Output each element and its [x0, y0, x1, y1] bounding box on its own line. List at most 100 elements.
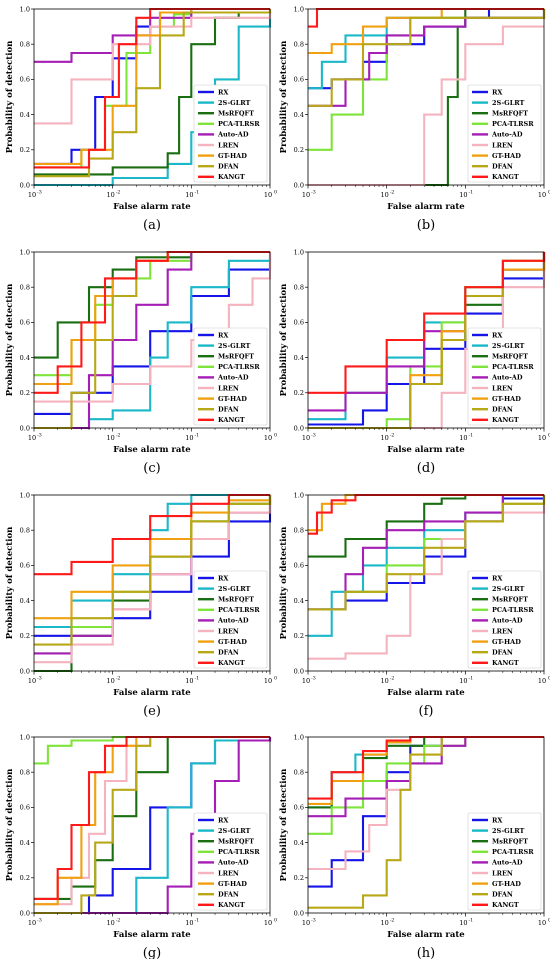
panel-caption: (b) [417, 218, 435, 233]
legend-label-lren: LREN [492, 141, 513, 149]
x-tick-exponent: -3 [37, 433, 42, 439]
x-tick-label: 10 [28, 191, 36, 199]
y-axis-label: Probability of detection [279, 284, 289, 397]
legend-label-rx: RX [492, 574, 503, 582]
x-tick-exponent: -3 [311, 433, 316, 439]
legend-label-kangt: KANGT [492, 901, 519, 909]
series-line-kangt [308, 735, 544, 800]
x-tick-exponent: -3 [37, 676, 42, 682]
series-line-dfan [308, 9, 546, 107]
x-tick-label: 10 [264, 434, 272, 442]
legend-label-auto-ad: Auto-AD [217, 617, 249, 625]
legend-box [193, 84, 268, 183]
legend-box [467, 327, 542, 426]
series-line-2s-glrt [34, 12, 272, 187]
legend-label-pca-tlrsr: PCA-TLRSR [218, 120, 260, 128]
x-axis-label: False alarm rate [387, 202, 465, 212]
axes-frame [307, 494, 545, 672]
x-tick-label: 10 [381, 191, 389, 199]
y-tick-label: 0.0 [294, 667, 304, 675]
series-line-dfan [308, 735, 544, 909]
x-tick-exponent: -1 [194, 918, 199, 924]
x-tick-label: 10 [381, 434, 389, 442]
x-tick-exponent: -2 [390, 918, 395, 924]
x-tick-label: 10 [185, 191, 193, 199]
series-line-msrfqft [308, 493, 544, 558]
series-line-dfan [308, 495, 546, 611]
legend-label-gt-had: GT-HAD [492, 152, 521, 160]
y-axis-label: Probability of detection [5, 284, 15, 397]
x-tick-label: 10 [538, 434, 546, 442]
legend-label-dfan: DFAN [218, 163, 239, 171]
panel-caption: (c) [143, 461, 160, 476]
legend-label-auto-ad: Auto-AD [491, 859, 523, 867]
y-tick-label: 0.0 [20, 181, 30, 189]
legend-label-msrfqft: MsRFQFT [218, 838, 254, 846]
legend-label-auto-ad: Auto-AD [491, 374, 523, 382]
legend-label-gt-had: GT-HAD [492, 638, 521, 646]
y-tick-label: 1.0 [294, 248, 304, 256]
y-tick-label: 0.8 [20, 41, 30, 49]
series-line-rx [308, 7, 544, 90]
series-line-auto-ad [308, 735, 544, 818]
y-tick-label: 0.4 [294, 111, 304, 119]
y-tick-label: 0.8 [294, 527, 304, 535]
x-tick-label: 10 [302, 191, 310, 199]
x-axis-label: False alarm rate [387, 445, 465, 455]
legend-label-kangt: KANGT [218, 173, 245, 181]
legend-label-auto-ad: Auto-AD [491, 131, 523, 139]
x-tick-exponent: 0 [548, 190, 550, 196]
y-tick-label: 1.0 [20, 5, 30, 13]
legend-label-auto-ad: Auto-AD [217, 131, 249, 139]
legend-label-gt-had: GT-HAD [492, 395, 521, 403]
y-tick-label: 1.0 [20, 733, 30, 741]
series-line-kangt [308, 252, 546, 394]
y-tick-label: 0.8 [20, 769, 30, 777]
legend-label-msrfqft: MsRFQFT [492, 353, 528, 361]
x-tick-exponent: -1 [194, 190, 199, 196]
legend-label-dfan: DFAN [218, 406, 239, 414]
y-tick-label: 0.4 [294, 597, 304, 605]
legend-label-msrfqft: MsRFQFT [492, 838, 528, 846]
legend-label-2s-glrt: 2S-GLRT [492, 585, 525, 593]
series-line-lren [34, 252, 272, 403]
legend-label-msrfqft: MsRFQFT [218, 596, 254, 604]
panel-caption: (f) [419, 704, 434, 719]
x-tick-label: 10 [459, 434, 467, 442]
series-line-lren [34, 12, 272, 125]
y-tick-label: 0.6 [20, 562, 30, 570]
x-tick-label: 10 [538, 677, 546, 685]
x-tick-label: 10 [538, 191, 546, 199]
y-axis-label: Probability of detection [279, 527, 289, 640]
x-tick-label: 10 [459, 677, 467, 685]
legend-label-pca-tlrsr: PCA-TLRSR [218, 606, 260, 614]
y-tick-label: 0.0 [294, 424, 304, 432]
y-tick-label: 1.0 [294, 5, 304, 13]
legend-label-kangt: KANGT [492, 416, 519, 424]
legend-label-kangt: KANGT [218, 659, 245, 667]
axes-frame [33, 736, 271, 914]
x-tick-exponent: 0 [274, 918, 277, 924]
x-tick-exponent: -1 [468, 190, 473, 196]
y-tick-label: 0.8 [294, 41, 304, 49]
axes-frame [307, 8, 545, 186]
legend-label-kangt: KANGT [218, 416, 245, 424]
legend-label-pca-tlrsr: PCA-TLRSR [492, 363, 534, 371]
legend-label-msrfqft: MsRFQFT [218, 110, 254, 118]
x-tick-exponent: -3 [37, 918, 42, 924]
legend-label-2s-glrt: 2S-GLRT [218, 827, 251, 835]
series-line-2s-glrt [34, 255, 272, 430]
y-tick-label: 0.4 [20, 839, 30, 847]
x-tick-label: 10 [381, 919, 389, 927]
x-tick-exponent: 0 [548, 433, 550, 439]
y-tick-label: 0.6 [20, 319, 30, 327]
y-tick-label: 0.6 [294, 319, 304, 327]
legend-label-gt-had: GT-HAD [492, 880, 521, 888]
legend-label-rx: RX [218, 88, 229, 96]
panel-caption: (e) [143, 704, 161, 719]
x-tick-exponent: -2 [116, 433, 121, 439]
legend-box [467, 570, 542, 669]
y-tick-label: 1.0 [294, 733, 304, 741]
